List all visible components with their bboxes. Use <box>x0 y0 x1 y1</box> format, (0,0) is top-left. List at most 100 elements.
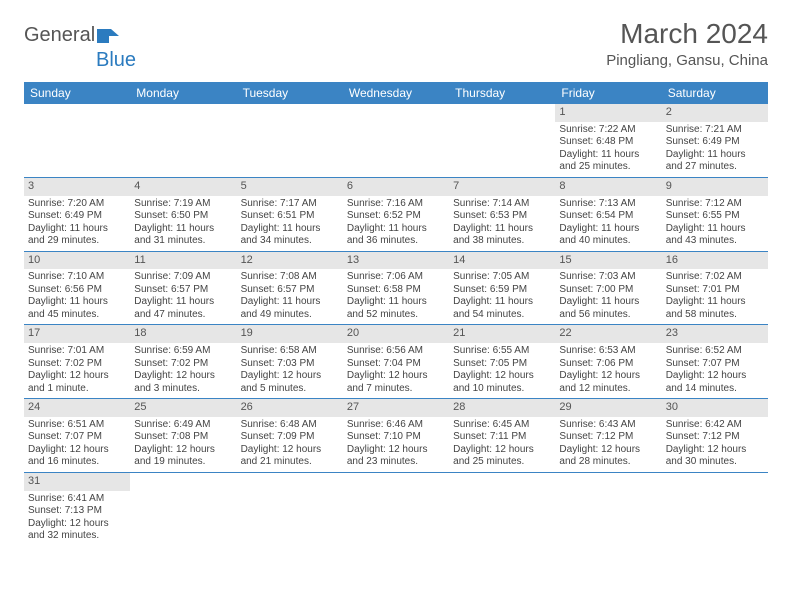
day-number: 21 <box>449 325 555 343</box>
daylight-text: Daylight: 12 hours and 19 minutes. <box>134 444 232 469</box>
day-cell <box>237 104 343 177</box>
day-cell: 2Sunrise: 7:21 AMSunset: 6:49 PMDaylight… <box>662 104 768 177</box>
day-cell: 12Sunrise: 7:08 AMSunset: 6:57 PMDayligh… <box>237 252 343 325</box>
sunrise-text: Sunrise: 7:08 AM <box>241 271 339 284</box>
daylight-text: Daylight: 11 hours and 54 minutes. <box>453 296 551 321</box>
day-cell: 24Sunrise: 6:51 AMSunset: 7:07 PMDayligh… <box>24 399 130 472</box>
day-number <box>449 473 555 491</box>
day-cell: 26Sunrise: 6:48 AMSunset: 7:09 PMDayligh… <box>237 399 343 472</box>
sunrise-text: Sunrise: 7:01 AM <box>28 345 126 358</box>
day-number: 25 <box>130 399 236 417</box>
daylight-text: Daylight: 11 hours and 25 minutes. <box>559 149 657 174</box>
day-number: 24 <box>24 399 130 417</box>
sunrise-text: Sunrise: 7:17 AM <box>241 198 339 211</box>
sunrise-text: Sunrise: 6:48 AM <box>241 419 339 432</box>
day-number: 13 <box>343 252 449 270</box>
day-cell: 20Sunrise: 6:56 AMSunset: 7:04 PMDayligh… <box>343 325 449 398</box>
daylight-text: Daylight: 12 hours and 7 minutes. <box>347 370 445 395</box>
week-row: 17Sunrise: 7:01 AMSunset: 7:02 PMDayligh… <box>24 325 768 399</box>
dow-cell: Sunday <box>24 82 130 104</box>
daylight-text: Daylight: 11 hours and 58 minutes. <box>666 296 764 321</box>
flag-icon <box>97 27 123 45</box>
sunrise-text: Sunrise: 7:06 AM <box>347 271 445 284</box>
week-row: 3Sunrise: 7:20 AMSunset: 6:49 PMDaylight… <box>24 178 768 252</box>
day-number: 11 <box>130 252 236 270</box>
day-cell: 27Sunrise: 6:46 AMSunset: 7:10 PMDayligh… <box>343 399 449 472</box>
daylight-text: Daylight: 11 hours and 56 minutes. <box>559 296 657 321</box>
day-number <box>555 473 661 491</box>
day-number: 18 <box>130 325 236 343</box>
daylight-text: Daylight: 12 hours and 10 minutes. <box>453 370 551 395</box>
day-cell: 14Sunrise: 7:05 AMSunset: 6:59 PMDayligh… <box>449 252 555 325</box>
location: Pingliang, Gansu, China <box>606 52 768 69</box>
sunrise-text: Sunrise: 6:53 AM <box>559 345 657 358</box>
sunset-text: Sunset: 6:53 PM <box>453 210 551 223</box>
sunrise-text: Sunrise: 6:52 AM <box>666 345 764 358</box>
daylight-text: Daylight: 12 hours and 16 minutes. <box>28 444 126 469</box>
daylight-text: Daylight: 12 hours and 25 minutes. <box>453 444 551 469</box>
day-number: 30 <box>662 399 768 417</box>
brand-name-2: Blue <box>96 49 136 71</box>
day-cell: 11Sunrise: 7:09 AMSunset: 6:57 PMDayligh… <box>130 252 236 325</box>
dow-cell: Wednesday <box>343 82 449 104</box>
sunset-text: Sunset: 7:02 PM <box>28 358 126 371</box>
day-cell <box>24 104 130 177</box>
day-cell: 31Sunrise: 6:41 AMSunset: 7:13 PMDayligh… <box>24 473 130 546</box>
day-number: 10 <box>24 252 130 270</box>
sunset-text: Sunset: 7:13 PM <box>28 505 126 518</box>
day-number <box>449 104 555 122</box>
day-number: 7 <box>449 178 555 196</box>
day-number: 1 <box>555 104 661 122</box>
day-cell: 23Sunrise: 6:52 AMSunset: 7:07 PMDayligh… <box>662 325 768 398</box>
day-number: 5 <box>237 178 343 196</box>
sunset-text: Sunset: 6:54 PM <box>559 210 657 223</box>
sunrise-text: Sunrise: 7:21 AM <box>666 124 764 137</box>
day-cell: 19Sunrise: 6:58 AMSunset: 7:03 PMDayligh… <box>237 325 343 398</box>
daylight-text: Daylight: 11 hours and 31 minutes. <box>134 223 232 248</box>
day-cell: 28Sunrise: 6:45 AMSunset: 7:11 PMDayligh… <box>449 399 555 472</box>
sunrise-text: Sunrise: 6:43 AM <box>559 419 657 432</box>
day-number <box>24 104 130 122</box>
day-cell <box>237 473 343 546</box>
daylight-text: Daylight: 11 hours and 47 minutes. <box>134 296 232 321</box>
day-cell: 21Sunrise: 6:55 AMSunset: 7:05 PMDayligh… <box>449 325 555 398</box>
sunset-text: Sunset: 7:12 PM <box>666 431 764 444</box>
sunrise-text: Sunrise: 6:42 AM <box>666 419 764 432</box>
sunset-text: Sunset: 6:58 PM <box>347 284 445 297</box>
sunset-text: Sunset: 7:00 PM <box>559 284 657 297</box>
daylight-text: Daylight: 12 hours and 23 minutes. <box>347 444 445 469</box>
week-row: 31Sunrise: 6:41 AMSunset: 7:13 PMDayligh… <box>24 473 768 546</box>
sunset-text: Sunset: 7:07 PM <box>28 431 126 444</box>
sunset-text: Sunset: 7:07 PM <box>666 358 764 371</box>
daylight-text: Daylight: 12 hours and 14 minutes. <box>666 370 764 395</box>
day-number <box>343 473 449 491</box>
title-block: March 2024 Pingliang, Gansu, China <box>606 18 768 69</box>
day-cell <box>555 473 661 546</box>
dow-cell: Thursday <box>449 82 555 104</box>
sunrise-text: Sunrise: 7:16 AM <box>347 198 445 211</box>
day-number: 4 <box>130 178 236 196</box>
brand-name-1: General <box>24 24 95 47</box>
day-number: 8 <box>555 178 661 196</box>
sunset-text: Sunset: 6:59 PM <box>453 284 551 297</box>
sunset-text: Sunset: 7:03 PM <box>241 358 339 371</box>
sunset-text: Sunset: 7:04 PM <box>347 358 445 371</box>
daylight-text: Daylight: 12 hours and 28 minutes. <box>559 444 657 469</box>
sunset-text: Sunset: 7:05 PM <box>453 358 551 371</box>
day-cell <box>343 104 449 177</box>
daylight-text: Daylight: 12 hours and 30 minutes. <box>666 444 764 469</box>
daylight-text: Daylight: 11 hours and 45 minutes. <box>28 296 126 321</box>
dow-header: Sunday Monday Tuesday Wednesday Thursday… <box>24 82 768 104</box>
sunrise-text: Sunrise: 7:22 AM <box>559 124 657 137</box>
sunset-text: Sunset: 7:10 PM <box>347 431 445 444</box>
day-cell: 15Sunrise: 7:03 AMSunset: 7:00 PMDayligh… <box>555 252 661 325</box>
day-number: 26 <box>237 399 343 417</box>
daylight-text: Daylight: 12 hours and 32 minutes. <box>28 518 126 543</box>
day-number: 29 <box>555 399 661 417</box>
sunset-text: Sunset: 7:11 PM <box>453 431 551 444</box>
sunrise-text: Sunrise: 7:20 AM <box>28 198 126 211</box>
day-number <box>662 473 768 491</box>
day-number <box>237 104 343 122</box>
day-cell <box>662 473 768 546</box>
daylight-text: Daylight: 11 hours and 49 minutes. <box>241 296 339 321</box>
